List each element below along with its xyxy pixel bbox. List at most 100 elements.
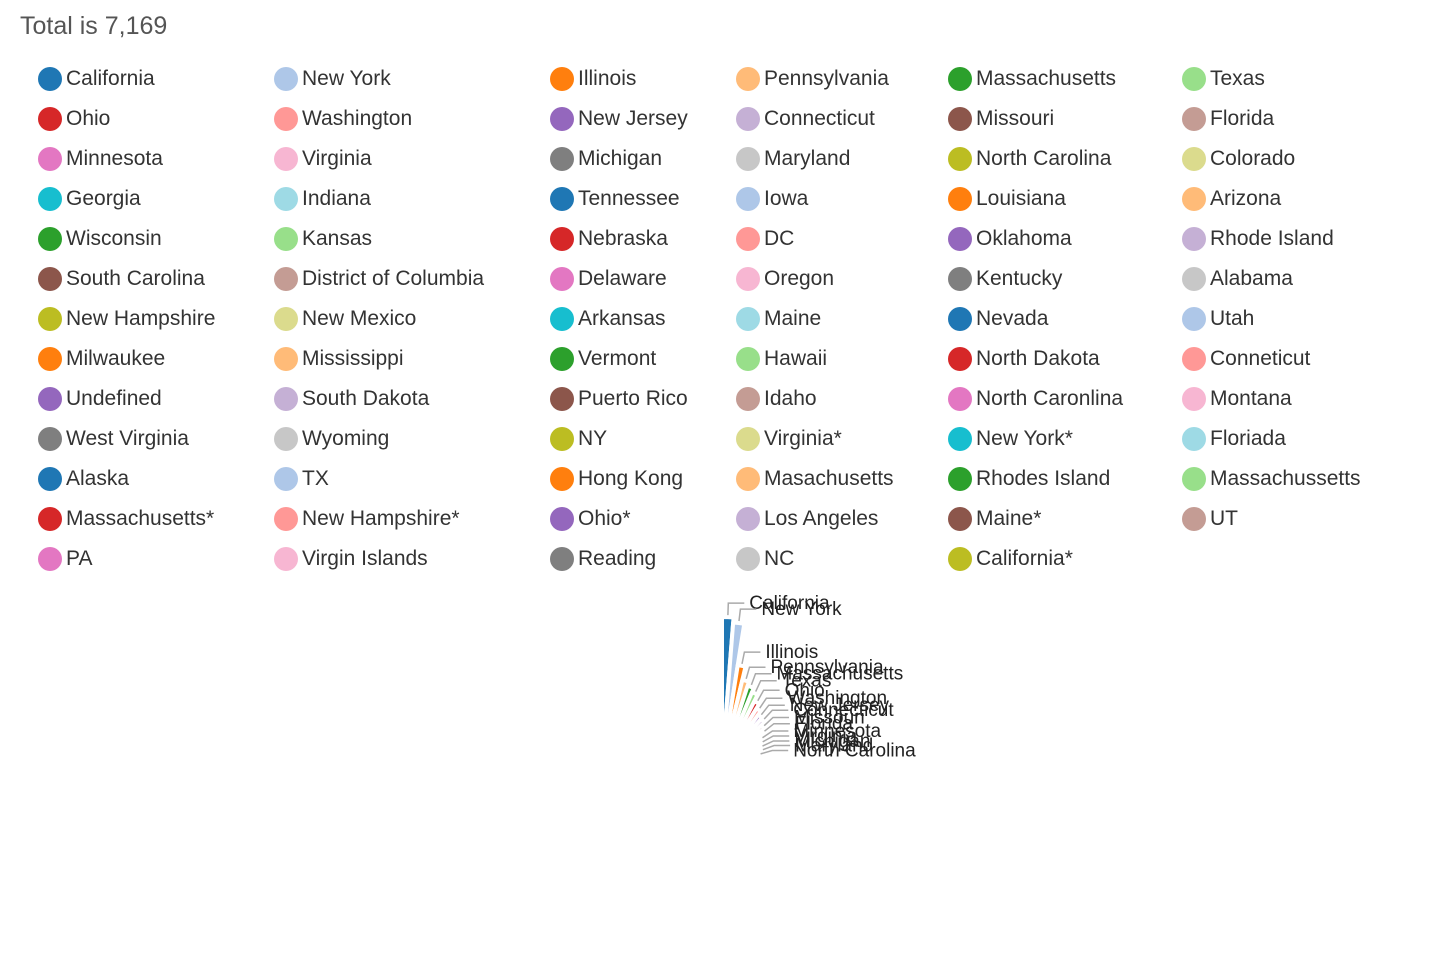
legend-item-district-of-columbia[interactable]: District of Columbia <box>274 266 484 292</box>
legend-item-north-caronlina[interactable]: North Caronlina <box>948 386 1123 412</box>
legend-item-tx[interactable]: TX <box>274 466 329 492</box>
legend-swatch <box>38 307 62 331</box>
legend-item-utah[interactable]: Utah <box>1182 306 1254 332</box>
legend-item-kansas[interactable]: Kansas <box>274 226 372 252</box>
legend-item-ohio-star[interactable]: Ohio* <box>550 506 631 532</box>
legend-item-wyoming[interactable]: Wyoming <box>274 426 389 452</box>
legend-item-south-carolina[interactable]: South Carolina <box>38 266 205 292</box>
legend-swatch <box>550 427 574 451</box>
legend-label: Pennsylvania <box>764 67 889 90</box>
legend-item-los-angeles[interactable]: Los Angeles <box>736 506 878 532</box>
legend-item-milwaukee[interactable]: Milwaukee <box>38 346 165 372</box>
legend-item-alaska[interactable]: Alaska <box>38 466 129 492</box>
legend-item-rhode-island[interactable]: Rhode Island <box>1182 226 1334 252</box>
legend-item-virginia[interactable]: Virginia <box>274 146 372 172</box>
legend-item-puerto-rico[interactable]: Puerto Rico <box>550 386 688 412</box>
legend-item-illinois[interactable]: Illinois <box>550 66 636 92</box>
legend-item-rhodes-island[interactable]: Rhodes Island <box>948 466 1110 492</box>
legend-item-north-carolina[interactable]: North Carolina <box>948 146 1111 172</box>
legend-item-west-virginia[interactable]: West Virginia <box>38 426 189 452</box>
legend-item-arizona[interactable]: Arizona <box>1182 186 1281 212</box>
legend-item-minnesota[interactable]: Minnesota <box>38 146 163 172</box>
legend-item-wisconsin[interactable]: Wisconsin <box>38 226 162 252</box>
legend-item-michigan[interactable]: Michigan <box>550 146 662 172</box>
legend-item-mississippi[interactable]: Mississippi <box>274 346 404 372</box>
legend-item-maine-star[interactable]: Maine* <box>948 506 1041 532</box>
legend-item-pa[interactable]: PA <box>38 546 92 572</box>
legend-item-new-hampshire[interactable]: New Hampshire <box>38 306 215 332</box>
legend-item-north-dakota[interactable]: North Dakota <box>948 346 1100 372</box>
legend-label: New York* <box>976 427 1073 450</box>
legend-item-south-dakota[interactable]: South Dakota <box>274 386 429 412</box>
legend-item-conneticut[interactable]: Conneticut <box>1182 346 1310 372</box>
legend-item-pennsylvania[interactable]: Pennsylvania <box>736 66 889 92</box>
legend-item-virginia-star[interactable]: Virginia* <box>736 426 842 452</box>
legend-item-masachusetts[interactable]: Masachusetts <box>736 466 894 492</box>
legend-item-maine[interactable]: Maine <box>736 306 821 332</box>
legend-swatch <box>736 267 760 291</box>
legend-item-arkansas[interactable]: Arkansas <box>550 306 666 332</box>
legend-item-ny[interactable]: NY <box>550 426 607 452</box>
legend-item-hong-kong[interactable]: Hong Kong <box>550 466 683 492</box>
legend-item-new-york[interactable]: New York <box>274 66 391 92</box>
legend-item-nevada[interactable]: Nevada <box>948 306 1048 332</box>
legend-item-nebraska[interactable]: Nebraska <box>550 226 668 252</box>
legend-item-virgin-islands[interactable]: Virgin Islands <box>274 546 428 572</box>
legend-label: Colorado <box>1210 147 1296 170</box>
legend-swatch <box>550 147 574 171</box>
legend-item-oregon[interactable]: Oregon <box>736 266 834 292</box>
legend-item-new-jersey[interactable]: New Jersey <box>550 106 688 132</box>
legend-swatch <box>550 387 574 411</box>
legend-item-tennessee[interactable]: Tennessee <box>550 186 680 212</box>
legend-item-california-star[interactable]: California* <box>948 546 1073 572</box>
legend-item-massachusetts-star[interactable]: Massachusetts* <box>38 506 214 532</box>
legend-item-washington[interactable]: Washington <box>274 106 412 132</box>
legend-swatch <box>550 547 574 571</box>
legend-item-maryland[interactable]: Maryland <box>736 146 850 172</box>
legend-item-florida[interactable]: Florida <box>1182 106 1274 132</box>
legend-item-connecticut[interactable]: Connecticut <box>736 106 875 132</box>
legend-item-nc[interactable]: NC <box>736 546 794 572</box>
legend-label: Connecticut <box>764 107 875 130</box>
slice-label-ohio: Ohio <box>785 680 825 701</box>
legend-item-georgia[interactable]: Georgia <box>38 186 141 212</box>
leader-line-illinois <box>741 651 761 665</box>
legend-swatch <box>550 347 574 371</box>
legend-item-missouri[interactable]: Missouri <box>948 106 1054 132</box>
legend-item-ut[interactable]: UT <box>1182 506 1238 532</box>
slice-california-star[interactable] <box>717 757 724 767</box>
legend-label: Massachussetts <box>1210 467 1361 490</box>
legend-item-new-york-star[interactable]: New York* <box>948 426 1073 452</box>
legend-item-texas[interactable]: Texas <box>1182 66 1265 92</box>
legend-item-indiana[interactable]: Indiana <box>274 186 371 212</box>
legend-item-floriada[interactable]: Floriada <box>1182 426 1286 452</box>
legend-item-reading[interactable]: Reading <box>550 546 656 572</box>
slice-label-connecticut: Connecticut <box>793 700 894 721</box>
legend-swatch <box>736 67 760 91</box>
legend-item-montana[interactable]: Montana <box>1182 386 1292 412</box>
legend-item-vermont[interactable]: Vermont <box>550 346 656 372</box>
legend-item-california[interactable]: California <box>38 66 155 92</box>
legend-item-new-mexico[interactable]: New Mexico <box>274 306 416 332</box>
legend-item-hawaii[interactable]: Hawaii <box>736 346 827 372</box>
legend-item-undefined[interactable]: Undefined <box>38 386 162 412</box>
legend-item-massachusetts[interactable]: Massachusetts <box>948 66 1116 92</box>
legend-item-idaho[interactable]: Idaho <box>736 386 817 412</box>
slice-label-maryland: Maryland <box>795 736 873 757</box>
legend-label: Puerto Rico <box>578 387 688 410</box>
legend-item-colorado[interactable]: Colorado <box>1182 146 1295 172</box>
legend-label: Arizona <box>1210 187 1282 210</box>
legend-item-iowa[interactable]: Iowa <box>736 186 808 212</box>
legend-item-alabama[interactable]: Alabama <box>1182 266 1293 292</box>
legend-item-louisiana[interactable]: Louisiana <box>948 186 1066 212</box>
legend-item-kentucky[interactable]: Kentucky <box>948 266 1062 292</box>
legend-item-new-hampshire-star[interactable]: New Hampshire* <box>274 506 460 532</box>
legend-item-massachussetts[interactable]: Massachussetts <box>1182 466 1361 492</box>
legend-item-delaware[interactable]: Delaware <box>550 266 667 292</box>
legend-item-ohio[interactable]: Ohio <box>38 106 110 132</box>
legend-swatch <box>550 267 574 291</box>
legend-item-dc[interactable]: DC <box>736 226 794 252</box>
slice-label-pennsylvania: Pennsylvania <box>771 657 884 678</box>
legend-swatch <box>1182 387 1206 411</box>
legend-item-oklahoma[interactable]: Oklahoma <box>948 226 1072 252</box>
